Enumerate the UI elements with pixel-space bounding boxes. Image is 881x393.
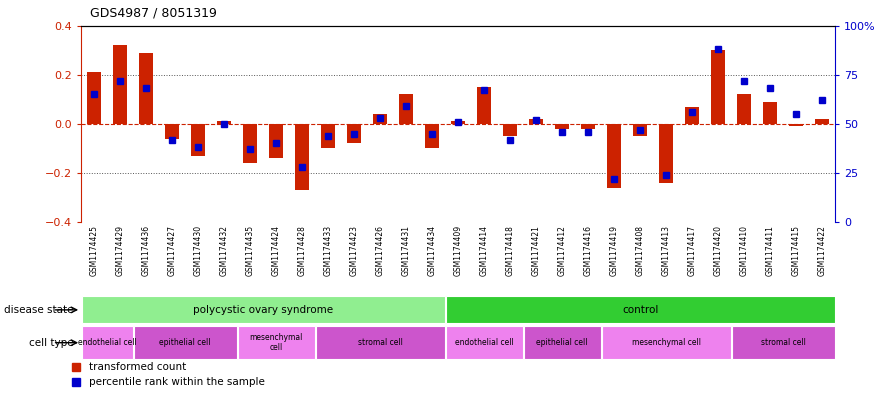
Bar bbox=[529, 119, 544, 124]
Bar bbox=[737, 94, 751, 124]
Bar bbox=[243, 124, 257, 163]
Bar bbox=[523, 326, 601, 359]
Bar bbox=[633, 124, 648, 136]
Bar bbox=[607, 124, 621, 187]
Text: mesenchymal cell: mesenchymal cell bbox=[632, 338, 700, 347]
Bar bbox=[763, 102, 777, 124]
Bar bbox=[446, 296, 834, 323]
Text: control: control bbox=[622, 305, 658, 315]
Text: mesenchymal
cell: mesenchymal cell bbox=[249, 333, 303, 353]
Bar bbox=[503, 124, 517, 136]
Bar bbox=[446, 326, 522, 359]
Text: polycystic ovary syndrome: polycystic ovary syndrome bbox=[193, 305, 333, 315]
Text: stromal cell: stromal cell bbox=[760, 338, 805, 347]
Text: cell type: cell type bbox=[29, 338, 77, 348]
Bar bbox=[82, 326, 132, 359]
Bar bbox=[732, 326, 834, 359]
Bar bbox=[711, 50, 725, 124]
Bar bbox=[269, 124, 283, 158]
Bar bbox=[399, 94, 413, 124]
Bar bbox=[315, 326, 445, 359]
Bar bbox=[165, 124, 179, 138]
Bar bbox=[815, 119, 829, 124]
Text: epithelial cell: epithelial cell bbox=[159, 338, 211, 347]
Bar bbox=[602, 326, 730, 359]
Bar bbox=[191, 124, 205, 156]
Bar bbox=[555, 124, 569, 129]
Bar bbox=[238, 326, 315, 359]
Text: disease state: disease state bbox=[4, 305, 77, 315]
Text: transformed count: transformed count bbox=[89, 362, 187, 373]
Text: stromal cell: stromal cell bbox=[358, 338, 403, 347]
Bar bbox=[425, 124, 440, 148]
Text: GDS4987 / 8051319: GDS4987 / 8051319 bbox=[90, 7, 217, 20]
Bar bbox=[789, 124, 803, 126]
Bar bbox=[217, 121, 231, 124]
Bar bbox=[347, 124, 361, 143]
Bar bbox=[113, 45, 127, 124]
Bar bbox=[295, 124, 309, 190]
Bar bbox=[477, 87, 492, 124]
Bar bbox=[82, 296, 445, 323]
Text: epithelial cell: epithelial cell bbox=[537, 338, 588, 347]
Bar bbox=[87, 72, 101, 124]
Bar bbox=[321, 124, 336, 148]
Bar bbox=[134, 326, 237, 359]
Bar bbox=[451, 121, 465, 124]
Text: endothelial cell: endothelial cell bbox=[78, 338, 137, 347]
Bar bbox=[373, 114, 388, 124]
Text: endothelial cell: endothelial cell bbox=[455, 338, 514, 347]
Bar bbox=[659, 124, 673, 183]
Text: percentile rank within the sample: percentile rank within the sample bbox=[89, 377, 265, 387]
Bar bbox=[139, 53, 153, 124]
Bar bbox=[581, 124, 596, 129]
Bar bbox=[685, 107, 700, 124]
